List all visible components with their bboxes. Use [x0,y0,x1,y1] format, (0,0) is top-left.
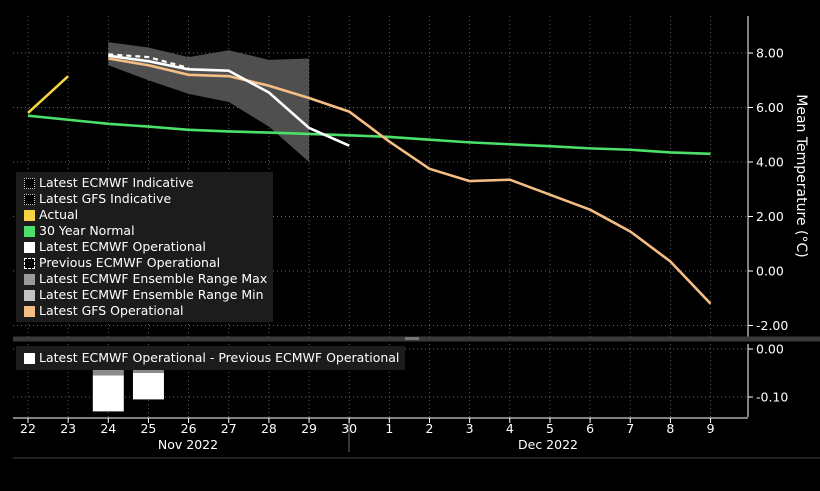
legend-upper-item: 30 Year Normal [24,223,267,239]
x-tick-label: 30 [341,421,357,436]
legend-upper-swatch [24,289,35,301]
lower-legend: Latest ECMWF Operational - Previous ECMW… [16,346,406,370]
legend-upper-item: Latest ECMWF Operational [24,239,267,255]
x-tick-label: 28 [261,421,277,436]
x-ticks: 22 23 24 25 26 27 28 29 30 1 2 3 4 5 6 7 8 9 [20,418,715,436]
legend-upper-label: Latest ECMWF Ensemble Range Max [39,271,268,286]
x-tick-label: 7 [626,421,634,436]
x-tick-label: 27 [221,421,237,436]
legend-upper-item: Latest ECMWF Ensemble Range Max [24,271,267,287]
legend-upper-item: Latest GFS Operational [24,303,267,319]
legend-upper-swatch [24,225,35,237]
legend-upper-item: Latest ECMWF Indicative [24,175,267,191]
y-tick-label: 0.00 [756,342,784,357]
series-lines [27,53,712,305]
lower-y-ticks: 0.00 -0.10 [748,342,788,405]
legend-upper-swatch [24,241,35,253]
x-tick-label: 24 [100,421,116,436]
legend-upper-swatch [24,257,35,269]
legend-upper-swatch [24,305,35,317]
legend-lower-swatch [24,352,35,364]
series-line-latest-ecmwf-operational [108,54,350,147]
x-tick-label: 4 [506,421,514,436]
x-tick-label: 6 [586,421,594,436]
x-tick-label: 9 [707,421,715,436]
legend-upper-item: Latest GFS Indicative [24,191,267,207]
legend-upper-label: 30 Year Normal [39,223,135,238]
legend-upper-swatch [24,273,35,285]
legend-upper-label: Latest ECMWF Operational [39,239,206,254]
axes [13,16,820,459]
y-tick-label: 0.00 [756,264,784,279]
x-tick-label: 3 [466,421,474,436]
legend-upper-swatch [24,209,35,221]
x-tick-label: 22 [20,421,36,436]
x-tick-label: 5 [546,421,554,436]
upper-legend: Latest ECMWF Indicative Latest GFS Indica… [16,172,274,322]
legend-upper-label: Latest GFS Indicative [39,191,172,206]
x-tick-label: 23 [60,421,76,436]
legend-lower-label: Latest ECMWF Operational - Previous ECMW… [39,350,400,365]
legend-upper-label: Actual [39,207,79,222]
ensemble-range-area [108,42,310,162]
legend-upper-label: Latest ECMWF Ensemble Range Min [39,287,264,302]
difference-bar [92,375,124,412]
x-tick-label: 8 [666,421,674,436]
x-tick-label: 2 [426,421,434,436]
x-group-label-nov: Nov 2022 [158,437,218,452]
y-tick-label: 4.00 [756,155,784,170]
series-line-previous-ecmwf-operational [108,53,189,70]
legend-upper-label: Previous ECMWF Operational [39,255,221,270]
upper-y-ticks: 8.00 6.00 4.00 2.00 0.00 -2.00 [748,46,788,333]
ensemble-range-band [108,42,310,162]
y-tick-label: 8.00 [756,46,784,61]
series-line-latest-gfs-operational [108,57,712,305]
difference-bar [132,373,164,400]
x-tick-label: 1 [385,421,393,436]
legend-upper-swatch [24,177,35,189]
y-tick-label: 2.00 [756,209,784,224]
legend-upper-item: Latest ECMWF Ensemble Range Min [24,287,267,303]
x-tick-label: 29 [301,421,317,436]
x-group-label-dec: Dec 2022 [518,437,578,452]
series-line-actual [27,75,70,114]
x-tick-label: 25 [140,421,156,436]
y-tick-label: -0.10 [756,390,788,405]
legend-upper-label: Latest GFS Operational [39,303,184,318]
y-axis-label: Mean Temperature (°C) [793,94,809,257]
legend-upper-swatch [24,193,35,205]
series-line-30-year-normal [27,114,711,156]
x-tick-label: 26 [181,421,197,436]
legend-upper-label: Latest ECMWF Indicative [39,175,194,190]
legend-lower-item: Latest ECMWF Operational - Previous ECMW… [24,350,399,366]
y-tick-label: 6.00 [756,100,784,115]
panel-resize-handle [405,337,419,340]
legend-upper-item: Previous ECMWF Operational [24,255,267,271]
y-tick-label: -2.00 [756,318,788,333]
legend-upper-item: Actual [24,207,267,223]
